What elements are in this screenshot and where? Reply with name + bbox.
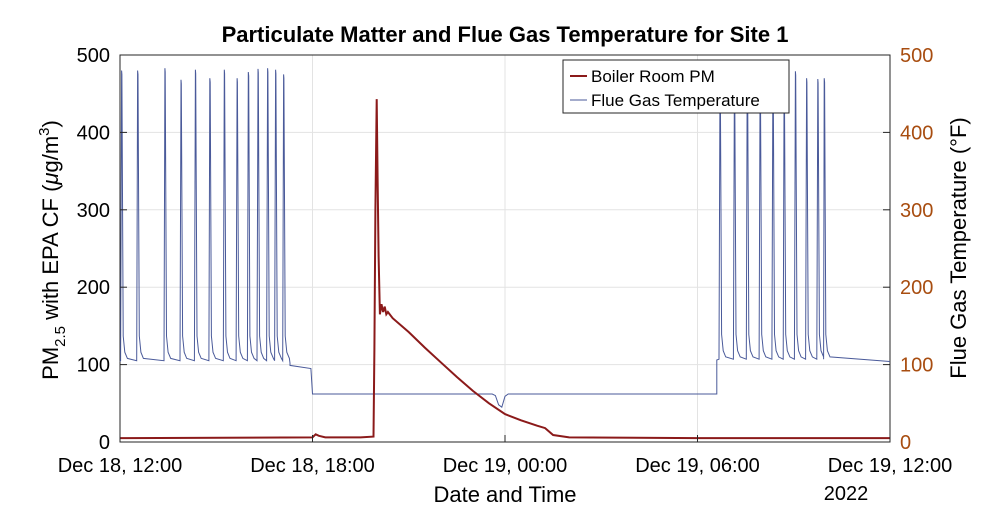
y-left-tick-label-1: 100	[77, 355, 110, 377]
y-left-tick-label-4: 400	[77, 122, 110, 144]
x-year-label: 2022	[824, 483, 869, 505]
y-left-tick-label-3: 300	[77, 200, 110, 222]
legend: Boiler Room PM Flue Gas Temperature	[562, 59, 790, 114]
ticks-layer: 0 0 100 100 200 200 300 300 400 400 500 500 Dec 18, …	[58, 45, 953, 477]
x-tick-label-2: Dec 19, 00:00	[443, 455, 568, 477]
y-right-tick-label-5: 500	[900, 45, 933, 67]
legend-label-boiler-room-pm: Boiler Room PM	[591, 67, 715, 86]
y-left-label-mu: μ	[38, 173, 63, 186]
y-axis-right-label: Flue Gas Temperature (°F)	[946, 117, 971, 378]
y-right-tick-label-1: 100	[900, 355, 933, 377]
x-tick-label-1: Dec 18, 18:00	[250, 455, 375, 477]
y-axis-left-label: PM2.5 with EPA CF (μg/m3)	[36, 120, 69, 380]
y-right-tick-label-0: 0	[900, 432, 911, 454]
y-right-tick-label-4: 400	[900, 122, 933, 144]
legend-label-flue-gas-temperature: Flue Gas Temperature	[591, 91, 760, 110]
y-left-label-subscript: 2.5	[52, 326, 69, 347]
y-left-tick-label-0: 0	[99, 432, 110, 454]
y-left-tick-label-2: 200	[77, 277, 110, 299]
y-left-tick-label-5: 500	[77, 45, 110, 67]
x-axis-label: Date and Time	[433, 482, 576, 507]
legend-box	[562, 59, 790, 114]
x-tick-label-3: Dec 19, 06:00	[635, 455, 760, 477]
y-right-tick-label-3: 300	[900, 200, 933, 222]
series-flue-gas-temperature-line	[119, 68, 891, 409]
y-left-label-mid: with EPA CF (	[38, 184, 63, 326]
x-tick-label-0: Dec 18, 12:00	[58, 455, 183, 477]
series-boiler-room-pm-line	[119, 99, 890, 440]
y-left-label-close: )	[38, 120, 63, 127]
chart-title: Particulate Matter and Flue Gas Temperat…	[222, 22, 789, 47]
y-left-label-superscript: 3	[36, 127, 53, 135]
x-tick-label-4: Dec 19, 12:00	[828, 455, 953, 477]
y-left-label-unit: g/m	[38, 136, 63, 173]
series-layer	[119, 68, 891, 440]
y-left-label-pm: PM	[38, 347, 63, 380]
y-right-tick-label-2: 200	[900, 277, 933, 299]
